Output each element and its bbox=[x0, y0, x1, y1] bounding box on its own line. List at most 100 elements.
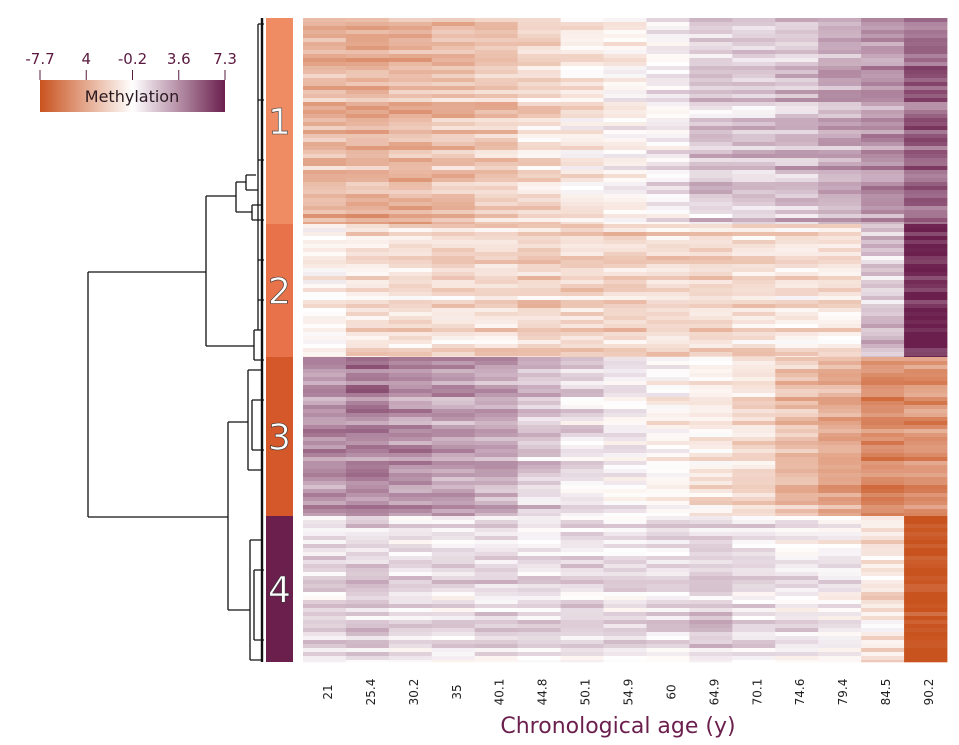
heatmap-cell bbox=[732, 473, 776, 478]
heatmap-cell bbox=[474, 576, 519, 581]
heatmap-cell bbox=[560, 316, 604, 321]
heatmap-cell bbox=[904, 198, 948, 203]
heatmap-cell bbox=[861, 110, 905, 115]
heatmap-cell bbox=[646, 556, 690, 561]
heatmap-cell bbox=[646, 336, 690, 341]
heatmap-cell bbox=[775, 316, 819, 321]
heatmap-cell bbox=[560, 481, 604, 486]
heatmap-cell bbox=[646, 86, 690, 91]
heatmap-cell bbox=[861, 520, 905, 525]
heatmap-cell bbox=[474, 457, 519, 462]
heatmap-cell bbox=[603, 26, 647, 31]
heatmap-cell bbox=[345, 126, 390, 131]
heatmap-cell bbox=[431, 348, 476, 353]
heatmap-cell bbox=[303, 214, 347, 219]
heatmap-cell bbox=[861, 568, 905, 573]
heatmap-cell bbox=[431, 62, 476, 67]
heatmap-cell bbox=[431, 437, 476, 442]
heatmap-cell bbox=[388, 18, 433, 23]
heatmap-cell bbox=[517, 389, 561, 394]
heatmap-cell bbox=[818, 421, 862, 426]
heatmap-cell bbox=[775, 373, 819, 378]
heatmap-cell bbox=[861, 126, 905, 131]
heatmap-cell bbox=[345, 449, 390, 454]
heatmap-cell bbox=[861, 548, 905, 553]
heatmap-cell bbox=[388, 34, 433, 39]
heatmap-cell bbox=[345, 389, 390, 394]
heatmap-cell bbox=[431, 312, 476, 317]
heatmap-cell bbox=[646, 146, 690, 151]
heatmap-cell bbox=[904, 276, 948, 281]
heatmap-cell bbox=[732, 162, 776, 167]
heatmap-cell bbox=[431, 166, 476, 171]
heatmap-cell bbox=[474, 513, 519, 517]
heatmap-cell bbox=[517, 324, 561, 329]
heatmap-cell bbox=[474, 632, 519, 637]
heatmap-cell bbox=[474, 612, 519, 617]
heatmap-cell bbox=[646, 288, 690, 293]
heatmap-cell bbox=[775, 572, 819, 577]
heatmap-cell bbox=[345, 469, 390, 474]
heatmap-cell bbox=[732, 42, 776, 47]
heatmap-cell bbox=[431, 624, 476, 629]
heatmap-cell bbox=[474, 361, 519, 366]
heatmap-cell bbox=[603, 344, 647, 349]
heatmap-cell bbox=[345, 166, 390, 171]
heatmap-cell bbox=[345, 54, 390, 59]
heatmap-cell bbox=[689, 405, 733, 410]
heatmap-cell bbox=[775, 210, 819, 215]
heatmap-cell bbox=[818, 328, 862, 333]
heatmap-cell bbox=[732, 608, 776, 613]
heatmap-cell bbox=[775, 38, 819, 43]
heatmap-cell bbox=[517, 78, 561, 83]
heatmap-cell bbox=[818, 588, 862, 593]
heatmap-cell bbox=[689, 356, 733, 358]
heatmap-cell bbox=[560, 30, 604, 35]
heatmap-cell bbox=[517, 584, 561, 589]
heatmap-cell bbox=[474, 389, 519, 394]
heatmap-cell bbox=[345, 409, 390, 414]
heatmap-cell bbox=[560, 421, 604, 426]
heatmap-cell bbox=[517, 377, 561, 382]
heatmap-cell bbox=[904, 38, 948, 43]
heatmap-cell bbox=[474, 580, 519, 585]
heatmap-cell bbox=[689, 588, 733, 593]
heatmap-cell bbox=[388, 248, 433, 253]
heatmap-cell bbox=[603, 138, 647, 143]
heatmap-cell bbox=[517, 280, 561, 285]
heatmap-cell bbox=[345, 296, 390, 301]
heatmap-cell bbox=[303, 296, 347, 301]
heatmap-cell bbox=[474, 437, 519, 442]
heatmap-cell bbox=[431, 174, 476, 179]
heatmap-cell bbox=[732, 214, 776, 219]
heatmap-cell bbox=[646, 340, 690, 345]
heatmap-cell bbox=[388, 70, 433, 75]
heatmap-cell bbox=[388, 656, 433, 661]
heatmap-cell bbox=[861, 296, 905, 301]
heatmap-cell bbox=[732, 393, 776, 398]
heatmap-cell bbox=[603, 50, 647, 55]
heatmap-cell bbox=[603, 524, 647, 529]
heatmap-cell bbox=[689, 580, 733, 585]
heatmap-cell bbox=[303, 154, 347, 159]
heatmap-cell bbox=[732, 190, 776, 195]
heatmap-cell bbox=[560, 162, 604, 167]
heatmap-cell bbox=[732, 644, 776, 649]
heatmap-cell bbox=[560, 348, 604, 353]
heatmap-cell bbox=[474, 162, 519, 167]
heatmap-cell bbox=[303, 142, 347, 147]
heatmap-cell bbox=[431, 296, 476, 301]
heatmap-cell bbox=[517, 336, 561, 341]
heatmap-cell bbox=[431, 248, 476, 253]
heatmap-cell bbox=[646, 457, 690, 462]
heatmap-cell bbox=[689, 600, 733, 605]
heatmap-cell bbox=[646, 280, 690, 285]
heatmap-cell bbox=[388, 260, 433, 265]
heatmap-cell bbox=[603, 461, 647, 466]
heatmap-cell bbox=[646, 576, 690, 581]
heatmap-cell bbox=[431, 256, 476, 261]
heatmap-cell bbox=[861, 441, 905, 446]
heatmap-cell bbox=[303, 584, 347, 589]
heatmap-cell bbox=[560, 122, 604, 127]
heatmap-cell bbox=[861, 397, 905, 402]
